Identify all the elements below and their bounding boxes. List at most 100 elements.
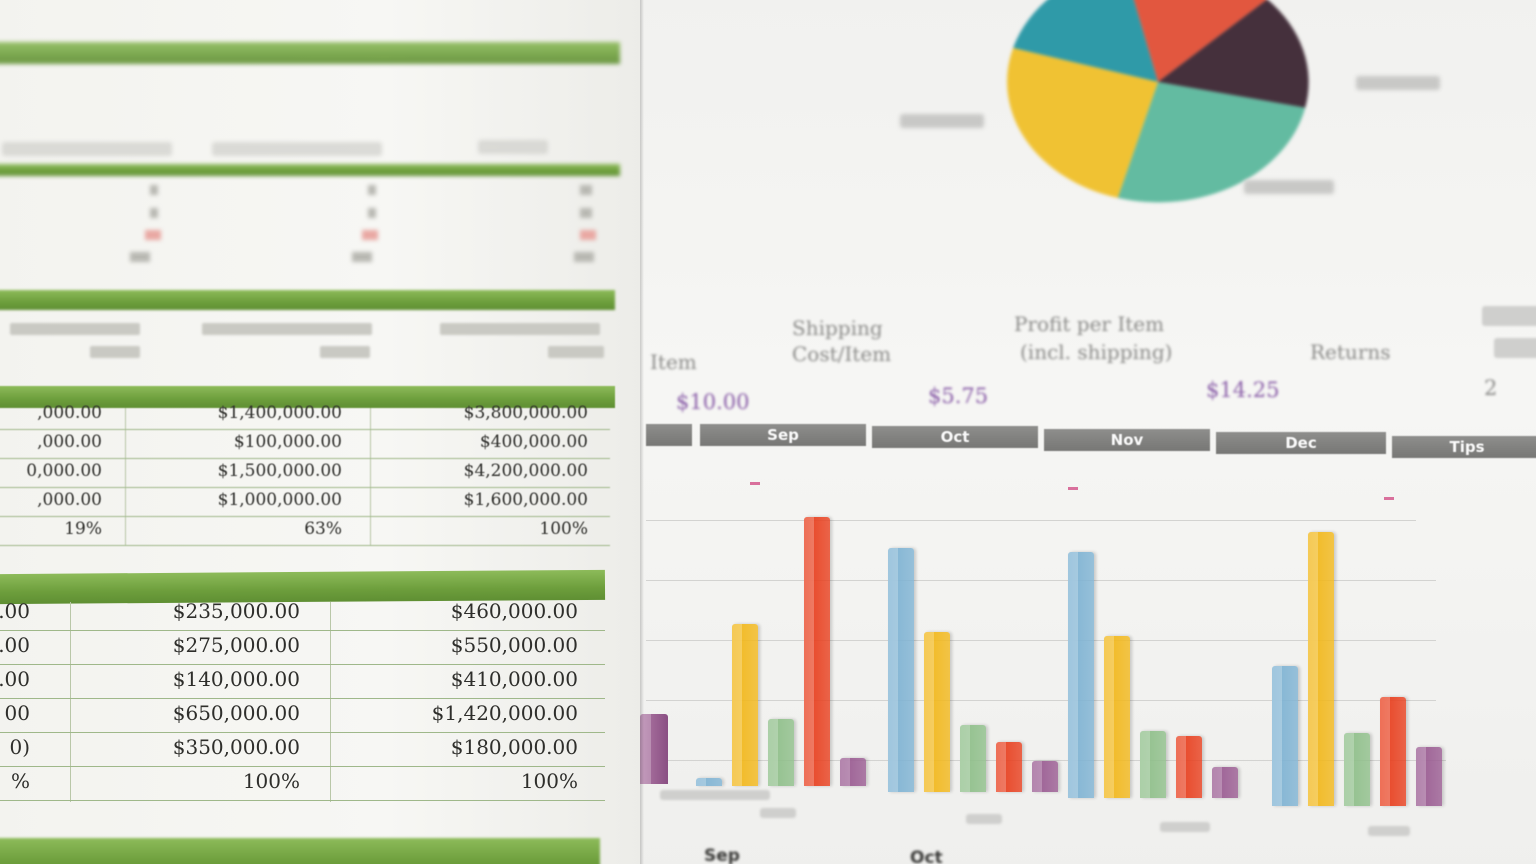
table-cell: $3,800,000.00 — [463, 403, 588, 423]
legend-label — [660, 790, 770, 800]
bar-sep-1 — [732, 623, 758, 787]
green-header-band — [0, 42, 620, 64]
axis-label — [760, 808, 796, 818]
table-cell: $550,000.00 — [450, 633, 578, 657]
pie-label — [1244, 180, 1334, 194]
gridline — [646, 640, 1436, 641]
gridline — [646, 700, 1436, 701]
price-value: $10.00 — [676, 390, 750, 414]
bar-sep-2 — [768, 718, 794, 787]
table-cell: $650,000.00 — [172, 701, 300, 725]
month-header-blank — [646, 424, 692, 446]
column-heading: Cost/Item — [792, 342, 892, 366]
month-header-dec: Dec — [1216, 432, 1386, 454]
table-cell: 0.00 — [0, 633, 30, 657]
green-header-band — [0, 386, 615, 408]
blurred-percent — [90, 346, 140, 358]
table-cell: $350,000.00 — [172, 735, 300, 759]
green-header-band — [0, 164, 620, 176]
table-cell: 0,000.00 — [26, 461, 102, 481]
blurred-digit — [580, 185, 592, 195]
blurred-negative-digit — [362, 230, 378, 240]
table-cell: $275,000.00 — [172, 633, 300, 657]
month-header-tips: Tips — [1392, 436, 1536, 458]
column-heading-cut — [1494, 338, 1536, 358]
spreadsheet-paper: ,000.00 $1,400,000.00 $3,800,000.00 ,000.00… — [0, 0, 650, 864]
table-cell: 0.00 — [0, 599, 30, 623]
blurred-percent — [548, 346, 604, 358]
page-edge-shadow — [640, 0, 644, 864]
table-cell: $140,000.00 — [172, 667, 300, 691]
table-cell: 0.00 — [0, 667, 30, 691]
column-divider — [330, 602, 331, 802]
table-cell: 100% — [520, 769, 578, 793]
bar-sep-4 — [840, 758, 866, 786]
blurred-negative-digit — [580, 230, 596, 240]
bar-nov-3 — [1176, 736, 1202, 798]
table-cell: $1,600,000.00 — [463, 490, 588, 510]
blurred-digit — [368, 208, 376, 218]
table-cell: ,000.00 — [37, 432, 102, 452]
table-cell: ,000.00 — [37, 403, 102, 423]
row-divider — [0, 698, 605, 699]
bar-dec-3 — [1380, 696, 1406, 807]
blurred-amount — [10, 323, 140, 335]
row-divider — [0, 766, 605, 767]
price-value: $5.75 — [928, 384, 989, 408]
row-divider — [0, 545, 610, 546]
marker — [750, 482, 760, 485]
pie-slice-dark — [1158, 0, 1309, 108]
blurred-amount — [202, 323, 372, 335]
table-cell: $400,000.00 — [479, 432, 588, 452]
table-cell: $1,500,000.00 — [217, 461, 342, 481]
table-cell: $100,000.00 — [233, 432, 342, 452]
bar-cut-purple — [640, 714, 668, 784]
table-cell: $4,200,000.00 — [463, 461, 588, 481]
green-header-band — [0, 838, 600, 864]
bar-oct-0 — [888, 548, 914, 792]
bar-nov-4 — [1212, 767, 1238, 798]
row-divider — [0, 516, 610, 517]
month-header-oct: Oct — [872, 426, 1038, 448]
row-divider — [0, 458, 610, 459]
table-cell: 100% — [242, 769, 300, 793]
blurred-header-label — [478, 140, 548, 154]
blurred-digit — [574, 252, 594, 262]
price-value: $14.25 — [1206, 378, 1280, 402]
table-cell: 19% — [64, 519, 102, 539]
marker — [1384, 497, 1394, 500]
pie-slice-yellow — [1007, 47, 1158, 198]
table-cell: 100% — [539, 519, 588, 539]
column-divider — [70, 602, 71, 802]
column-heading: Profit per Item — [1014, 312, 1165, 336]
column-heading: Returns — [1310, 340, 1391, 364]
table-cell: % — [10, 769, 30, 793]
column-heading: Shipping — [792, 316, 883, 340]
bar-oct-1 — [924, 632, 950, 792]
bar-oct-4 — [1032, 761, 1058, 792]
bar-nov-1 — [1104, 635, 1130, 799]
bar-dec-1 — [1308, 531, 1334, 807]
table-cell: $410,000.00 — [450, 667, 578, 691]
column-heading: (incl. shipping) — [1020, 340, 1173, 364]
table-cell: $1,420,000.00 — [431, 701, 578, 725]
gridline — [646, 520, 1416, 521]
bar-nov-0 — [1068, 551, 1094, 799]
bar-dec-0 — [1272, 666, 1298, 806]
row-divider — [0, 429, 610, 430]
blurred-digit — [150, 185, 158, 195]
blurred-digit — [368, 185, 376, 195]
table-cell: 0) — [9, 735, 30, 759]
row-divider — [0, 664, 605, 665]
pie-slice-red — [1133, 0, 1267, 82]
table-cell: $235,000.00 — [172, 599, 300, 623]
pie-label — [900, 114, 984, 128]
blurred-digit — [150, 208, 158, 218]
table-cell: ,000.00 — [37, 490, 102, 510]
blurred-negative-digit — [145, 230, 161, 240]
bar-oct-3 — [996, 741, 1022, 793]
marker — [1068, 487, 1078, 490]
row-divider — [0, 487, 610, 488]
table-cell: $460,000.00 — [450, 599, 578, 623]
